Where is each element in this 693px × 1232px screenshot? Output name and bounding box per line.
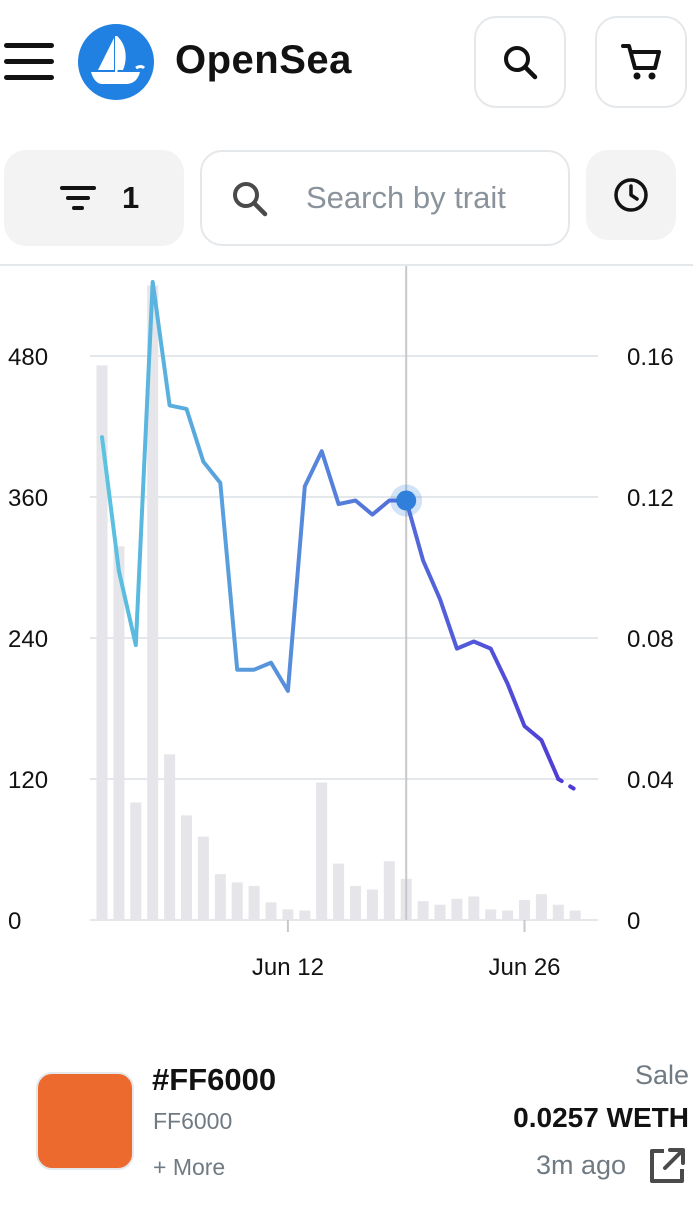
event-type: Sale — [634, 1060, 689, 1090]
menu-icon-bar — [4, 59, 54, 64]
item-name[interactable]: #FF6000 — [152, 1062, 277, 1097]
search-input[interactable] — [306, 176, 556, 220]
y-left-tick: 480 — [8, 344, 48, 371]
brand-name[interactable]: OpenSea — [175, 38, 352, 82]
boat-icon — [91, 36, 146, 84]
search-icon — [233, 182, 268, 217]
time-ago: 3m ago — [536, 1150, 627, 1180]
menu-icon-bar — [4, 43, 54, 48]
volume-bar — [569, 910, 581, 920]
y-left-tick: 0 — [8, 908, 21, 935]
volume-bar — [282, 909, 294, 920]
y-right-tick: 0 — [627, 908, 640, 935]
volume-bar — [485, 909, 497, 920]
volume-bar — [451, 898, 463, 920]
menu-icon-bar — [4, 75, 54, 80]
volume-bar — [113, 546, 125, 920]
volume-bar — [383, 861, 395, 920]
search-icon — [504, 46, 538, 80]
volume-bar — [96, 365, 108, 920]
volume-bar — [147, 285, 159, 920]
x-tick-label: Jun 12 — [252, 954, 324, 981]
volume-bar — [197, 836, 209, 920]
volume-bar — [417, 901, 429, 920]
sale-event-row[interactable]: #FF6000 FF6000 + More Sale 0.0257 WETH 3… — [0, 1050, 693, 1190]
hover-marker[interactable] — [396, 490, 417, 511]
volume-bar — [164, 754, 176, 920]
cart-icon — [621, 44, 661, 80]
volume-bar — [350, 885, 361, 920]
volume-bar — [181, 815, 192, 920]
price-line — [100, 280, 561, 781]
item-thumbnail[interactable] — [36, 1072, 134, 1170]
trait-search — [200, 150, 570, 246]
volume-bar — [265, 902, 277, 920]
y-right-tick: 0.04 — [627, 767, 674, 794]
filter-toolbar: 1 — [0, 150, 693, 246]
volume-bar — [434, 904, 446, 920]
volume-bar — [299, 910, 311, 920]
volume-bar — [130, 802, 142, 920]
volume-bar — [248, 885, 260, 920]
y-right-tick: 0.12 — [627, 485, 674, 512]
y-right-tick: 0.08 — [627, 626, 674, 653]
y-right-tick: 0.16 — [627, 344, 674, 371]
volume-bar — [519, 900, 530, 920]
history-icon — [614, 178, 648, 212]
external-link-icon[interactable] — [647, 1146, 687, 1186]
volume-bar — [535, 894, 547, 920]
cart-button[interactable] — [595, 16, 687, 108]
item-subtitle: FF6000 — [153, 1108, 233, 1134]
y-left-tick: 120 — [8, 767, 48, 794]
y-left-tick: 360 — [8, 485, 48, 512]
history-button[interactable] — [586, 150, 676, 240]
search-button[interactable] — [474, 16, 566, 108]
y-left-tick: 240 — [8, 626, 48, 653]
filter-button[interactable]: 1 — [4, 150, 184, 246]
volume-bar — [552, 904, 564, 920]
price-volume-chart[interactable]: 0 120 240 360 480 0 0.04 0.08 0.12 0.16 … — [0, 266, 693, 1006]
divider — [0, 264, 693, 266]
volume-bar — [333, 863, 345, 920]
volume-bar — [502, 910, 514, 920]
header: OpenSea — [0, 0, 693, 125]
volume-bar — [231, 882, 243, 920]
x-tick-label: Jun 26 — [488, 954, 560, 981]
filter-icon — [60, 186, 96, 210]
opensea-logo-icon[interactable] — [78, 24, 154, 100]
sale-price: 0.0257 WETH — [513, 1102, 689, 1133]
volume-bar — [214, 874, 226, 920]
filter-count: 1 — [122, 180, 140, 215]
volume-bar — [468, 896, 480, 920]
price-line-projection — [556, 777, 582, 794]
volume-bar — [366, 889, 378, 920]
menu-button[interactable] — [4, 40, 54, 84]
volume-bar — [316, 782, 328, 920]
more-traits-link[interactable]: + More — [153, 1154, 226, 1180]
